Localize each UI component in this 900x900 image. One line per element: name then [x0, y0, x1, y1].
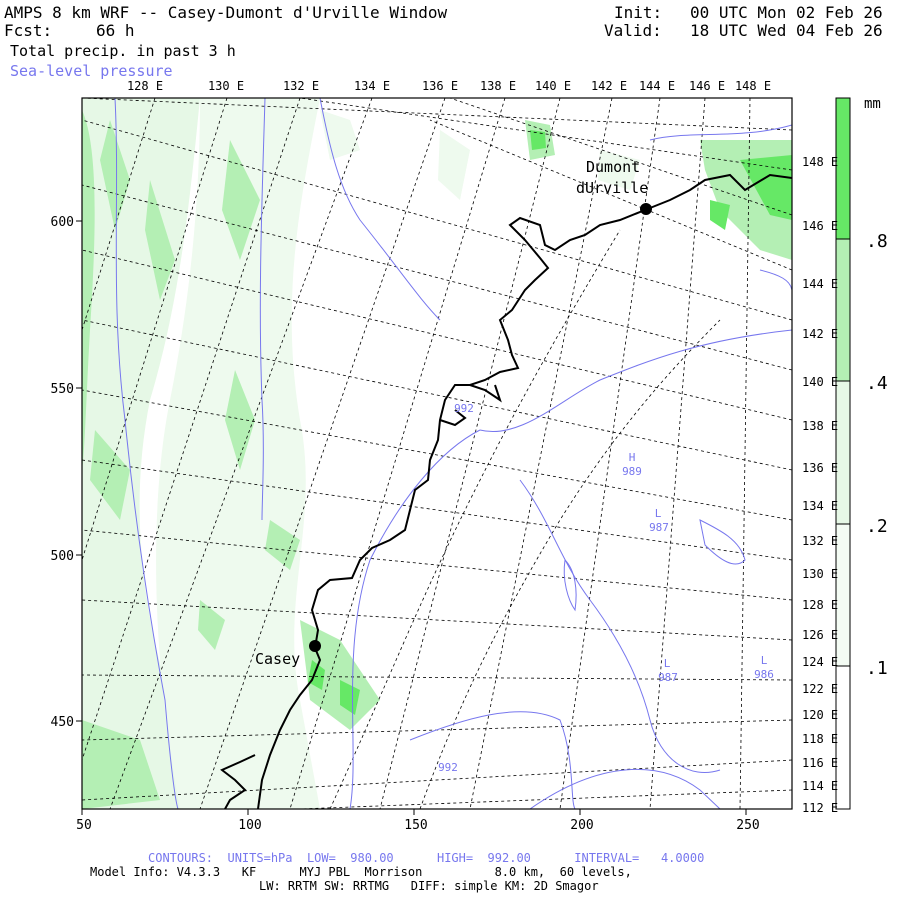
isobar-label: 987 [649, 521, 669, 534]
lat-lon-grid [82, 98, 792, 809]
contour-info: CONTOURS: UNITS=hPa LOW= 980.00 HIGH= 99… [148, 851, 705, 865]
valid-label: Valid: [604, 21, 662, 40]
y-tick-label: 600 [51, 215, 74, 230]
right-lon-label: 132 E [802, 534, 838, 548]
right-lon-label: 128 E [802, 598, 838, 612]
right-lon-label: 116 E [802, 756, 838, 770]
x-tick-label: 250 [736, 818, 759, 833]
top-lon-label: 144 E [639, 79, 675, 93]
isobar-label: 992 [438, 761, 458, 774]
y-tick-label: 450 [51, 715, 74, 730]
right-lon-label: 124 E [802, 655, 838, 669]
field-name: Total precip. in past 3 h [10, 42, 236, 60]
colorbar-band-5 [836, 666, 850, 809]
x-tick-label: 100 [238, 818, 261, 833]
right-lon-label: 118 E [802, 732, 838, 746]
x-tick-label: 50 [76, 818, 92, 833]
right-lon-label: 134 E [802, 499, 838, 513]
low-pressure-label: L [761, 654, 768, 667]
station-label-dumont: Dumont [586, 158, 640, 176]
init-time: 00 UTC Mon 02 Feb 26 [690, 3, 883, 22]
top-lon-label: 130 E [208, 79, 244, 93]
precip-shading [82, 98, 792, 809]
coastline [220, 173, 792, 809]
top-lon-label: 132 E [283, 79, 319, 93]
colorbar-band-3 [836, 381, 850, 524]
y-tick-label: 500 [51, 549, 74, 564]
model-info: Model Info: V4.3.3 KF MYJ PBL Morrison 8… [90, 865, 632, 879]
station-label-casey: Casey [255, 650, 300, 668]
isobar-label: 986 [754, 668, 774, 681]
top-lon-label: 148 E [735, 79, 771, 93]
x-tick-label: 150 [404, 818, 427, 833]
top-lon-label: 138 E [480, 79, 516, 93]
station-label-durville: dUrville [576, 179, 648, 197]
right-lon-label: 140 E [802, 375, 838, 389]
right-lon-label: 120 E [802, 708, 838, 722]
right-lon-label: 114 E [802, 779, 838, 793]
forecast-label: Fcst: [4, 21, 53, 40]
station-dot-casey [309, 640, 321, 652]
colorbar [835, 97, 851, 810]
right-lon-label: 112 E [802, 801, 838, 815]
right-lon-label: 144 E [802, 277, 838, 291]
isobars [114, 98, 792, 809]
colorbar-label: .1 [866, 658, 888, 679]
top-lon-label: 146 E [689, 79, 725, 93]
top-lon-label: 140 E [535, 79, 571, 93]
low-pressure-label: L [655, 507, 662, 520]
top-lon-label: 136 E [422, 79, 458, 93]
isobar-label: 987 [658, 671, 678, 684]
colorbar-band-4 [836, 524, 850, 666]
station-dot-dumont-durville [640, 203, 652, 215]
right-lon-label: 138 E [802, 419, 838, 433]
map-title: AMPS 8 km WRF -- Casey-Dumont d'Urville … [4, 3, 448, 22]
y-tick-label: 550 [51, 382, 74, 397]
physics-info: LW: RRTM SW: RRTMG DIFF: simple KM: 2D S… [259, 879, 599, 893]
init-label: Init: [614, 3, 663, 22]
isobar-label: 992 [454, 402, 474, 415]
valid-time: 18 UTC Wed 04 Feb 26 [690, 21, 883, 40]
map-frame [81, 97, 793, 810]
right-lon-label: 136 E [802, 461, 838, 475]
top-lon-label: 134 E [354, 79, 390, 93]
colorbar-band-2 [836, 239, 850, 381]
right-lon-label: 122 E [802, 682, 838, 696]
forecast-hour: 66 h [96, 21, 135, 40]
colorbar-label: .4 [866, 373, 888, 394]
colorbar-label: .8 [866, 231, 888, 252]
colorbar-label: .2 [866, 516, 888, 537]
top-lon-label: 142 E [591, 79, 627, 93]
right-lon-label: 148 E [802, 155, 838, 169]
top-lon-label: 128 E [127, 79, 163, 93]
overlay-name: Sea-level pressure [10, 62, 173, 80]
right-lon-label: 130 E [802, 567, 838, 581]
isobar-label: 989 [622, 465, 642, 478]
low-pressure-label: L [664, 657, 671, 670]
axis-ticks [76, 220, 747, 815]
colorbar-band-1 [836, 98, 850, 239]
x-tick-label: 200 [570, 818, 593, 833]
colorbar-unit: mm [864, 96, 881, 112]
right-lon-label: 142 E [802, 327, 838, 341]
right-lon-label: 126 E [802, 628, 838, 642]
high-pressure-label: H [629, 451, 636, 464]
right-lon-label: 146 E [802, 219, 838, 233]
